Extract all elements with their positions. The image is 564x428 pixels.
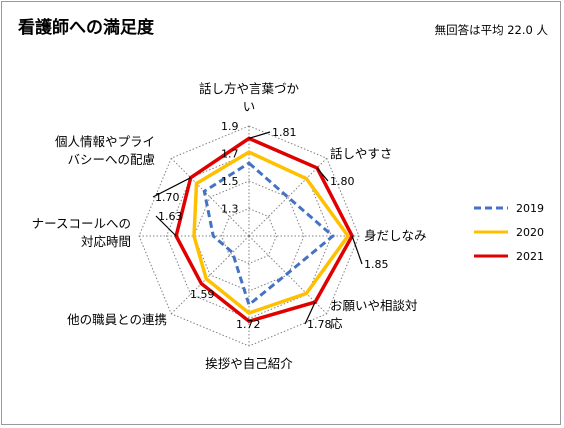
category-label: 話し方や言葉づかい — [199, 81, 300, 114]
series-2020 — [192, 150, 351, 315]
data-label: 1.85 — [364, 258, 389, 271]
tick-label: 1.3 — [221, 203, 239, 216]
grid-spoke — [170, 235, 250, 315]
data-label: 1.70 — [155, 191, 180, 204]
tick-label: 1.9 — [221, 120, 239, 133]
series-2021 — [174, 136, 355, 324]
data-label-leader — [351, 235, 363, 265]
data-label: 1.78 — [307, 318, 332, 331]
grid-ring — [165, 152, 333, 320]
radar-tick-labels: 1.3 1.5 1.7 1.9 — [221, 120, 239, 216]
data-label: 1.63 — [158, 210, 183, 223]
grid-ring — [220, 207, 278, 265]
data-label-leader — [304, 301, 316, 325]
data-label-leader — [152, 177, 191, 198]
grid-ring — [193, 180, 305, 292]
chart-title: 看護師への満足度 — [17, 17, 155, 38]
data-label: 1.72 — [236, 318, 261, 331]
grid-spoke — [170, 157, 250, 237]
legend-label: 2019 — [516, 202, 544, 215]
data-label-leader — [155, 215, 177, 237]
legend: 2019 2020 2021 — [474, 202, 544, 263]
grid-spoke — [248, 157, 328, 237]
tick-label: 1.7 — [221, 148, 239, 161]
radar-data-labels: 1.81 1.80 1.85 1.78 1.72 1.59 1.63 1.70 — [152, 126, 389, 331]
legend-label: 2020 — [516, 226, 544, 239]
radar-grid — [138, 125, 360, 347]
category-label: お願いや相談対応 — [330, 298, 418, 331]
tick-label: 1.5 — [221, 175, 239, 188]
category-label: 他の職員との連携 — [67, 312, 167, 327]
data-label: 1.59 — [190, 288, 215, 301]
category-label: 話しやすさ — [330, 146, 392, 161]
respondent-note: 無回答は平均 22.0 人 — [435, 23, 549, 37]
series-2019 — [202, 161, 336, 308]
radar-series — [174, 136, 355, 324]
data-label-leader — [248, 131, 271, 139]
category-label: 身だしなみ — [364, 228, 427, 243]
category-label: ナースコールへの対応時間 — [32, 216, 131, 249]
data-label-leader — [316, 167, 329, 182]
category-label: 個人情報やプライバシーへの配慮 — [55, 134, 155, 167]
data-label: 1.81 — [272, 126, 297, 139]
category-label: 挨拶や自己紹介 — [205, 356, 293, 371]
legend-label: 2021 — [516, 250, 544, 263]
data-label: 1.80 — [330, 175, 355, 188]
